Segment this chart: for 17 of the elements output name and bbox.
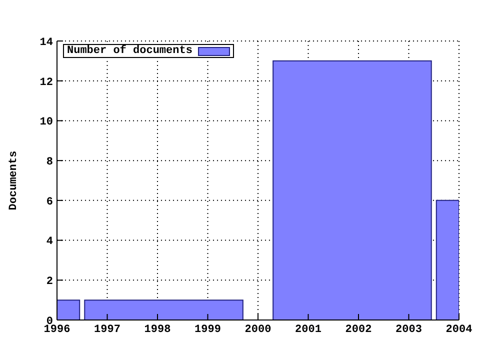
- x-tick-label: 1998: [144, 324, 172, 336]
- legend-label: Number of documents: [67, 45, 192, 57]
- y-axis-title: Documents: [8, 150, 20, 210]
- y-tick-label: 4: [46, 236, 54, 248]
- y-tick-label: 14: [40, 36, 54, 49]
- x-tick-label: 2000: [244, 324, 272, 336]
- x-tick-label: 2004: [446, 324, 473, 336]
- y-tick-label: 6: [46, 196, 53, 208]
- x-tick-label: 1997: [94, 324, 120, 336]
- x-tick-label: 2003: [396, 324, 422, 336]
- y-tick-label: 2: [46, 276, 53, 288]
- x-tick-label: 2001: [295, 324, 322, 336]
- y-tick-label: 8: [46, 156, 54, 168]
- x-tick-label: 1999: [194, 324, 221, 336]
- y-tick-label: 10: [40, 116, 53, 129]
- x-tick-label: 2002: [345, 324, 372, 336]
- y-tick-label: 12: [40, 76, 53, 89]
